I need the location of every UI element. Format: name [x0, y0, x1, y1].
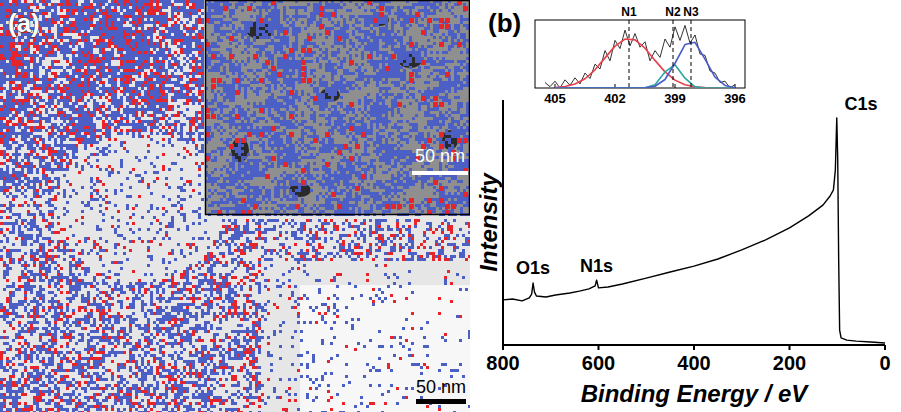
x-tick-label: 402: [604, 91, 626, 106]
x-tick-label: 800: [486, 352, 519, 374]
scale-bar: [412, 171, 468, 175]
plot-data: [545, 20, 735, 88]
x-tick: [693, 345, 695, 350]
y-axis-title: Intensity: [475, 172, 502, 272]
survey: 800 600 400 200 0 O1s N1s C1s Binding Energy / e…: [475, 8, 891, 407]
x-tick: [675, 84, 676, 88]
x-tick-label: 405: [544, 91, 566, 106]
scale-bar-label: 50 nm: [416, 377, 466, 397]
map-red: [0, 0, 470, 412]
x-tick-label: 200: [773, 352, 806, 374]
n1s-inset: 405 402 399 396 N1 N2N3: [535, 5, 746, 106]
y-axis: [502, 100, 504, 345]
x-tick: [789, 345, 791, 350]
x-tick-label: 400: [677, 352, 710, 374]
scale-bar-label: 50 nm: [415, 146, 465, 166]
x-tick: [598, 345, 600, 350]
panel-label: (b): [488, 8, 521, 38]
x-tick-label: 396: [724, 91, 746, 106]
plot-frame: [535, 20, 745, 88]
peak-label: N2: [665, 5, 681, 19]
x-tick: [884, 345, 886, 350]
series-line: [503, 118, 885, 343]
peak-marker: [691, 20, 692, 88]
peak-label: C1s: [845, 94, 878, 114]
peak-label: N3: [683, 5, 699, 19]
plot-data: [503, 118, 885, 343]
peak-marker: [629, 20, 630, 88]
series-line: [555, 39, 735, 88]
x-tick-label: 399: [664, 91, 686, 106]
peak-label: O1s: [516, 258, 550, 278]
image-inset: [205, 0, 470, 216]
x-tick: [502, 345, 504, 350]
peak-marker: [673, 20, 674, 88]
series-line: [555, 42, 735, 88]
scale-bar: [416, 399, 466, 404]
inset-map-blue: [205, 0, 470, 216]
image-panel: [0, 0, 470, 412]
series-line: [555, 65, 735, 88]
series-line: [545, 25, 735, 88]
peak-label: N1s: [580, 256, 613, 276]
x-tick-label: 600: [582, 352, 615, 374]
inset-map-red: [205, 0, 468, 215]
map-blue: [0, 0, 470, 412]
inset-border: [206, 1, 470, 215]
peak-label: N1: [621, 5, 637, 19]
panel-label: (a): [8, 8, 40, 38]
x-axis-title: Binding Energy / eV: [581, 380, 810, 407]
figure: (a) 50 nm 50 nm 800 600 400 200 0 O1s N1s C1s Bindi…: [0, 0, 901, 412]
x-tick-label: 0: [879, 352, 890, 374]
